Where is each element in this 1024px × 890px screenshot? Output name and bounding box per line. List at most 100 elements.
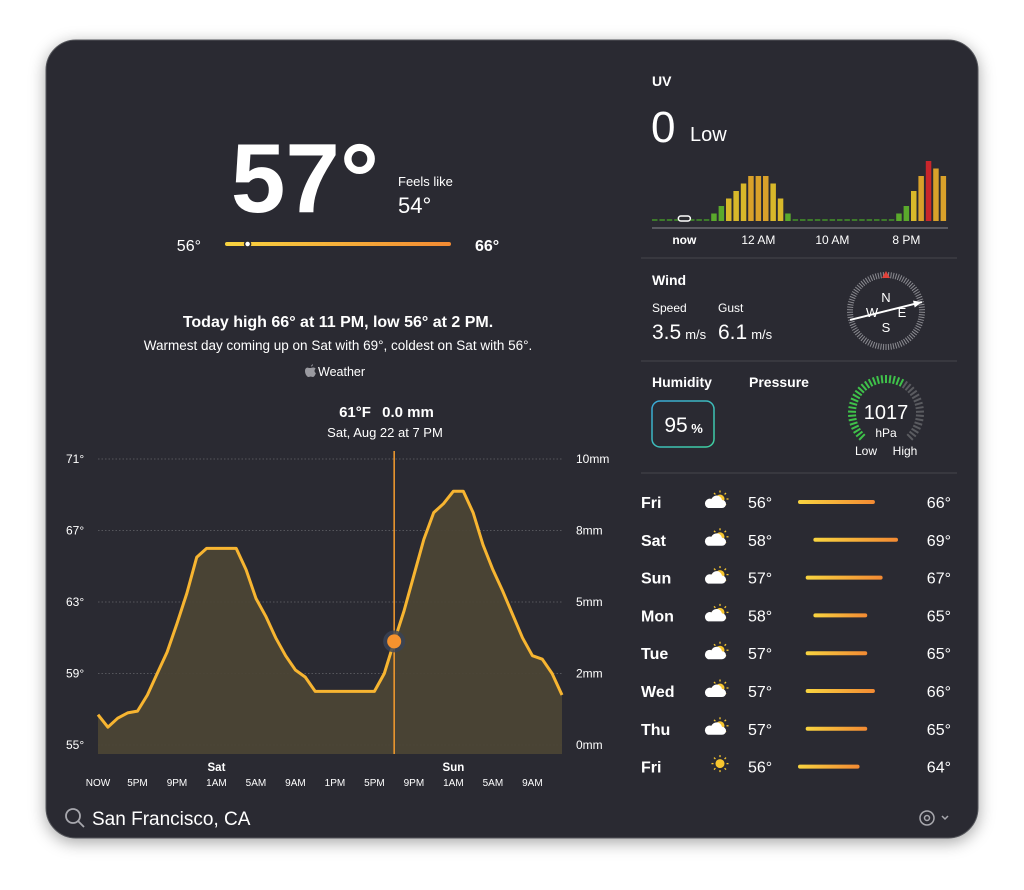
forecast-low: 56° [748,760,772,777]
current-dot [243,240,252,248]
forecast-day: Sat [641,533,667,550]
compass-tick [847,313,854,316]
humidity-box [651,400,715,448]
uv-time-label: now [672,233,697,247]
gauge-tick [858,433,866,441]
uv-bar [733,191,739,221]
gauge-tick [848,406,857,410]
compass-tick [880,272,882,279]
compass-tick [917,320,924,324]
gauge-tick [848,414,857,417]
forecast-range-bar [798,764,860,769]
compass-tick [862,279,868,285]
forecast-high: 66° [927,495,951,512]
compass-tick [913,329,919,334]
compass-tick [896,274,900,281]
compass-tick [851,291,858,295]
gauge-tick [914,421,923,426]
gauge-tick [850,397,859,403]
gauge-tick [909,389,918,397]
x-tick-label: 9AM [285,778,306,789]
uv-bar [896,213,902,221]
uv-bar [918,176,924,221]
gauge-tick [853,427,861,434]
gauge-tick [857,386,865,394]
gauge-tick [915,414,924,417]
x-tick-label: 9AM [522,778,543,789]
forecast-day: Tue [641,646,668,663]
compass-tick [880,343,882,350]
uv-bar [689,219,695,221]
range-high: 66° [475,238,499,255]
y2-tick-label: 5mm [576,595,603,609]
compass-tick [858,282,864,288]
compass-tick [892,272,895,279]
uv-time-label: 12 AM [741,233,775,247]
compass-tick [915,293,922,297]
gauge-tick [849,401,858,406]
icon-ray [724,605,727,609]
gauge-tick [911,393,920,400]
source-label: Weather [318,365,365,379]
uv-bar [822,219,828,221]
x-tick-label: 1PM [325,778,346,789]
gauge-tick [908,430,917,438]
gauge-tick [851,424,860,430]
gauge-tick [854,389,863,397]
compass-tick [856,332,862,338]
uv-bar [659,219,665,221]
weather-icon [704,717,729,735]
compass-tick [901,276,905,283]
search-icon[interactable] [65,808,81,824]
weather-icon [704,603,729,622]
compass-tick [911,330,918,336]
compass-tick [877,272,880,279]
forecast-list: Fri 56° 66° Sat 58° 69° Sun 57° 67° Mon 58° 65° Tue 5… [641,490,951,777]
forecast-range-bar [813,537,898,542]
compass-tick [915,325,922,329]
icon-ray [713,681,716,684]
forecast-low: 58° [748,608,772,625]
uv-bar [940,176,947,221]
uv-bar [807,219,813,221]
compass-tick [867,339,871,346]
icon-sun [715,759,725,769]
summary-detail: Warmest day coming up on Sat with 69°, c… [144,338,533,353]
x-tick-label: 5PM [364,778,385,789]
icon-ray [724,492,727,495]
search-location[interactable]: San Francisco, CA [92,809,251,830]
window-background [45,39,979,839]
weather-icon [704,490,729,508]
forecast-day: Mon [641,608,674,625]
gauge-tick [913,397,922,403]
compass-tick [914,291,921,295]
x-tick-label: 1AM [206,778,227,789]
uv-bar [844,219,850,221]
settings-button[interactable] [919,810,949,826]
forecast-range-bar [805,575,883,580]
uv-bar [859,219,865,221]
compass-tick [850,325,857,329]
uv-bar [785,213,791,221]
uv-bar [718,206,725,221]
compass-tick [856,284,862,290]
forecast-low: 57° [748,684,772,701]
icon-ray [713,568,716,571]
uv-bar [800,219,806,221]
weather-icon [704,641,729,660]
compass-tick [917,298,924,302]
feels-like-label: Feels like [398,174,453,189]
gauge-tick [860,383,868,391]
gauge-tick [892,375,896,385]
compass-tick [911,286,918,292]
icon-cloud [704,722,726,735]
icon-cloud [704,495,726,508]
pressure-unit: hPa [875,426,897,440]
wind-gust: 6.1 m/s [718,321,773,344]
forecast-low: 57° [748,571,772,588]
forecast-low: 57° [748,722,772,739]
gauge-tick [849,421,858,426]
icon-ray [724,767,727,771]
